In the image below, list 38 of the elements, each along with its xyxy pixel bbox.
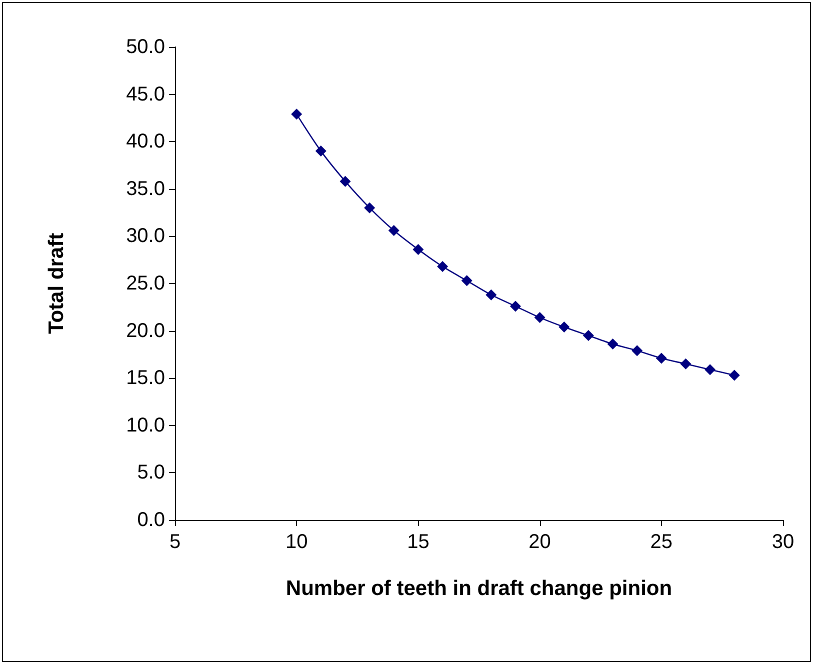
point (656, 352, 667, 364)
point (437, 260, 448, 272)
point (607, 338, 618, 350)
point (632, 345, 643, 356)
y-tick-label: 40.0 (126, 130, 165, 153)
y-axis-title: Total draft (45, 232, 68, 334)
point (558, 322, 570, 333)
y-tick-label: 25.0 (126, 272, 165, 294)
x-tick-label: 20 (528, 531, 551, 553)
point (582, 330, 594, 342)
y-tick-label: 30.0 (126, 225, 165, 248)
y-tick-label: 20.0 (126, 320, 165, 342)
point (704, 364, 716, 376)
y-tick-label: 50.0 (126, 36, 165, 58)
x-tick-label: 10 (285, 531, 308, 553)
point (412, 244, 424, 255)
point (510, 300, 521, 312)
point (728, 370, 740, 381)
y-tick-label: 10.0 (126, 414, 165, 436)
y-tick-label: 15.0 (126, 367, 165, 390)
x-axis-title: Number of teeth in draft change pinion (286, 577, 672, 600)
x-tick-label: 5 (169, 531, 181, 553)
x-tick-label: 15 (407, 531, 430, 553)
point (680, 358, 692, 370)
y-tick-label: 35.0 (126, 178, 165, 200)
point (534, 312, 546, 324)
point (461, 275, 472, 286)
point (315, 146, 326, 157)
point (340, 176, 351, 187)
y-tick-label: 5.0 (137, 462, 165, 484)
y-tick-label: 45.0 (126, 83, 165, 106)
point (291, 108, 302, 120)
point (388, 225, 400, 236)
point (364, 202, 376, 214)
x-tick-label: 30 (772, 531, 794, 553)
y-tick-label: 0.0 (137, 509, 165, 531)
x-tick-label: 25 (650, 531, 673, 553)
point (486, 289, 497, 300)
